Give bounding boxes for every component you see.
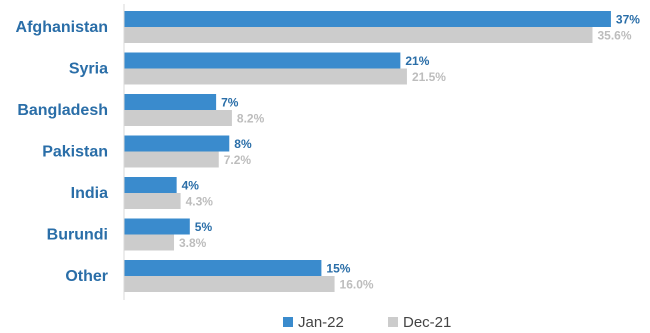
category-label-india: India: [71, 185, 108, 202]
category-label-pakistan: Pakistan: [42, 144, 108, 161]
bar-burundi-dec-21: [124, 234, 175, 251]
data-label-syria-dec-21: 21.5%: [412, 70, 446, 84]
data-label-pakistan-jan-22: 8%: [234, 137, 252, 151]
bar-afghanistan-dec-21: [124, 27, 593, 43]
bar-afghanistan-jan-22: [124, 11, 611, 27]
bar-pakistan-dec-21: [124, 151, 219, 168]
bar-india-dec-21: [124, 193, 181, 209]
legend-label-jan-22: Jan-22: [298, 314, 344, 331]
bar-pakistan-jan-22: [124, 135, 230, 152]
legend-label-dec-21: Dec-21: [403, 314, 451, 331]
data-label-afghanistan-jan-22: 37%: [616, 13, 640, 27]
data-label-burundi-jan-22: 5%: [195, 220, 213, 234]
category-label-other: Other: [65, 268, 108, 285]
legend: Jan-22 Dec-21: [283, 314, 451, 331]
data-label-syria-jan-22: 21%: [405, 54, 429, 68]
bar-syria-dec-21: [124, 68, 407, 85]
data-label-other-jan-22: 15%: [326, 262, 350, 276]
data-label-bangladesh-dec-21: 8.2%: [237, 112, 265, 126]
category-label-afghanistan: Afghanistan: [16, 19, 108, 36]
data-label-other-dec-21: 16.0%: [340, 278, 374, 292]
data-label-india-dec-21: 4.3%: [186, 195, 214, 209]
data-label-burundi-dec-21: 3.8%: [179, 236, 207, 250]
category-label-burundi: Burundi: [47, 227, 108, 244]
bar-india-jan-22: [124, 177, 177, 193]
bars-layer: [124, 11, 611, 292]
bar-burundi-jan-22: [124, 218, 190, 235]
data-label-india-jan-22: 4%: [182, 179, 200, 193]
data-label-pakistan-dec-21: 7.2%: [224, 153, 252, 167]
bar-bangladesh-jan-22: [124, 94, 217, 110]
bar-other-jan-22: [124, 260, 322, 276]
category-label-syria: Syria: [69, 61, 108, 78]
data-label-bangladesh-jan-22: 7%: [221, 96, 239, 110]
legend-swatch-dec-21: [388, 317, 398, 327]
category-label-bangladesh: Bangladesh: [17, 102, 108, 119]
bar-other-dec-21: [124, 276, 335, 292]
legend-swatch-jan-22: [283, 317, 293, 327]
bar-syria-jan-22: [124, 52, 401, 69]
data-label-afghanistan-dec-21: 35.6%: [597, 29, 631, 43]
bar-bangladesh-dec-21: [124, 110, 232, 126]
value-labels: 37% 35.6% 21% 21.5% 7% 8.2% 8% 7.2% 4% 4.3% 5% 3.8%…: [179, 13, 640, 292]
category-labels: Afghanistan Syria Bangladesh Pakistan India B…: [16, 19, 109, 285]
